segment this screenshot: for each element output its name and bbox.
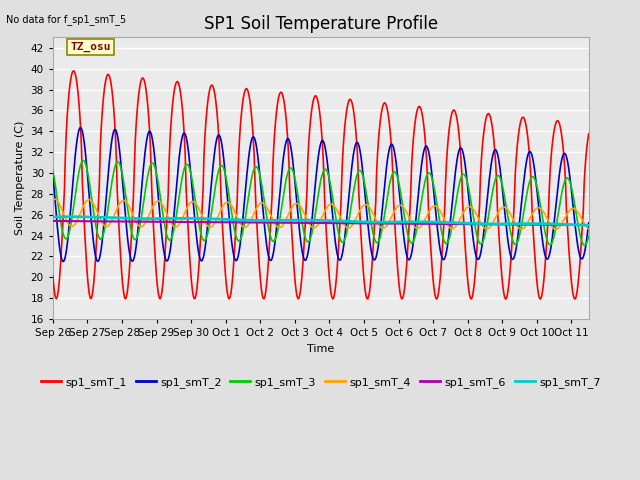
Y-axis label: Soil Temperature (C): Soil Temperature (C) [15, 121, 25, 235]
Legend: sp1_smT_1, sp1_smT_2, sp1_smT_3, sp1_smT_4, sp1_smT_6, sp1_smT_7: sp1_smT_1, sp1_smT_2, sp1_smT_3, sp1_smT… [36, 372, 605, 392]
Text: No data for f_sp1_smT_5: No data for f_sp1_smT_5 [6, 14, 127, 25]
X-axis label: Time: Time [307, 344, 334, 354]
Text: TZ_osu: TZ_osu [70, 42, 111, 52]
Title: SP1 Soil Temperature Profile: SP1 Soil Temperature Profile [204, 15, 438, 33]
